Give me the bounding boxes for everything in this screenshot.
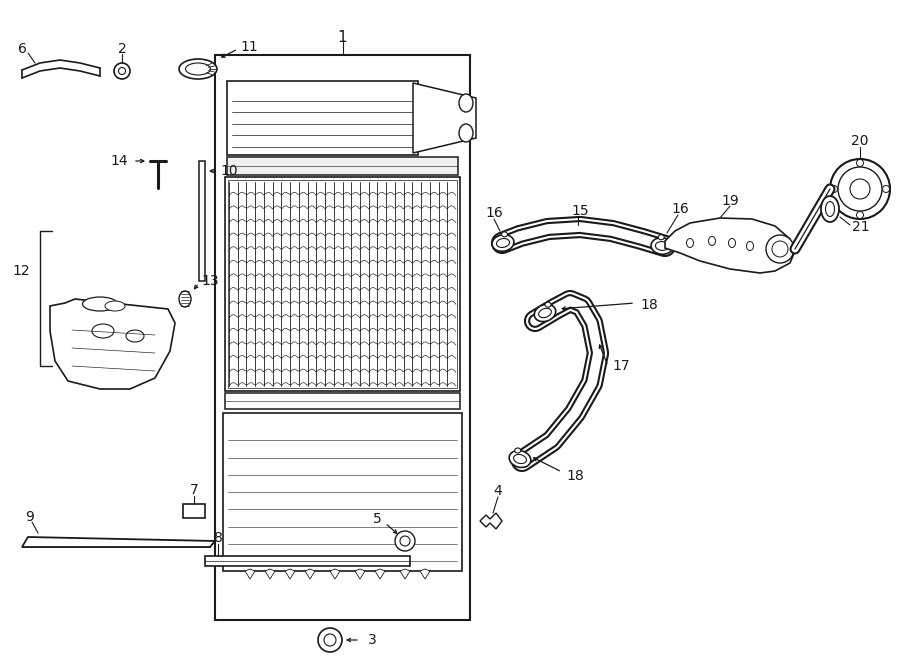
Circle shape	[857, 212, 863, 219]
Ellipse shape	[83, 297, 118, 311]
Ellipse shape	[501, 232, 508, 237]
Text: 19: 19	[721, 194, 739, 208]
Polygon shape	[199, 161, 205, 281]
Ellipse shape	[514, 454, 526, 463]
Text: 1: 1	[338, 30, 347, 44]
Text: 16: 16	[485, 206, 503, 220]
Polygon shape	[480, 513, 502, 529]
Ellipse shape	[459, 124, 473, 142]
Text: 2: 2	[118, 42, 126, 56]
Circle shape	[119, 67, 125, 75]
Polygon shape	[420, 569, 430, 579]
Circle shape	[772, 241, 788, 257]
Ellipse shape	[746, 241, 753, 251]
Circle shape	[114, 63, 130, 79]
Bar	[205, 556, 410, 566]
Ellipse shape	[708, 237, 716, 245]
Text: 10: 10	[220, 164, 238, 178]
Ellipse shape	[497, 239, 509, 247]
Polygon shape	[375, 569, 385, 579]
Ellipse shape	[179, 291, 191, 307]
Text: 18: 18	[640, 298, 658, 312]
Text: 21: 21	[852, 220, 869, 234]
Ellipse shape	[105, 301, 125, 311]
Text: 16: 16	[671, 202, 688, 216]
Circle shape	[830, 159, 890, 219]
Circle shape	[400, 536, 410, 546]
Circle shape	[395, 531, 415, 551]
Bar	[215, 55, 470, 620]
Polygon shape	[223, 413, 462, 571]
Polygon shape	[400, 569, 410, 579]
Polygon shape	[665, 218, 795, 273]
Text: 12: 12	[13, 264, 30, 278]
Polygon shape	[265, 569, 275, 579]
Text: 18: 18	[566, 469, 584, 483]
Ellipse shape	[459, 94, 473, 112]
Ellipse shape	[185, 63, 211, 75]
Ellipse shape	[728, 239, 735, 247]
Text: 20: 20	[851, 134, 868, 148]
Text: 15: 15	[572, 204, 589, 218]
Ellipse shape	[538, 308, 552, 318]
Text: 14: 14	[111, 154, 128, 168]
Ellipse shape	[126, 330, 144, 342]
Ellipse shape	[687, 239, 694, 247]
Circle shape	[838, 167, 882, 211]
Bar	[225, 177, 460, 391]
Circle shape	[318, 628, 342, 652]
Polygon shape	[227, 81, 418, 155]
Ellipse shape	[535, 304, 555, 322]
Text: 4: 4	[493, 484, 502, 498]
Ellipse shape	[92, 324, 114, 338]
Polygon shape	[305, 569, 315, 579]
Polygon shape	[225, 393, 460, 409]
Text: 17: 17	[612, 359, 630, 373]
Text: 13: 13	[201, 274, 219, 288]
Polygon shape	[22, 537, 215, 547]
Ellipse shape	[651, 238, 673, 254]
Ellipse shape	[825, 202, 834, 217]
Ellipse shape	[821, 196, 839, 222]
Circle shape	[324, 634, 336, 646]
Bar	[228, 180, 457, 388]
Ellipse shape	[509, 451, 531, 467]
Polygon shape	[330, 569, 340, 579]
Bar	[183, 504, 205, 518]
Ellipse shape	[655, 241, 669, 251]
Ellipse shape	[515, 448, 521, 453]
Text: 5: 5	[373, 512, 382, 526]
Polygon shape	[285, 569, 295, 579]
Polygon shape	[413, 83, 476, 153]
Ellipse shape	[545, 302, 551, 307]
Polygon shape	[50, 299, 175, 389]
Circle shape	[883, 186, 889, 192]
Polygon shape	[245, 569, 255, 579]
Ellipse shape	[492, 235, 514, 251]
Circle shape	[831, 186, 838, 192]
Text: 8: 8	[213, 531, 222, 545]
Ellipse shape	[179, 59, 217, 79]
Text: 7: 7	[190, 483, 198, 497]
Text: 3: 3	[368, 633, 377, 647]
Circle shape	[850, 179, 870, 199]
Ellipse shape	[658, 235, 664, 240]
Circle shape	[766, 235, 794, 263]
Text: 6: 6	[18, 42, 26, 56]
Circle shape	[857, 159, 863, 167]
Polygon shape	[227, 157, 458, 175]
Polygon shape	[355, 569, 365, 579]
Text: 11: 11	[240, 40, 257, 54]
Text: 9: 9	[25, 510, 34, 524]
